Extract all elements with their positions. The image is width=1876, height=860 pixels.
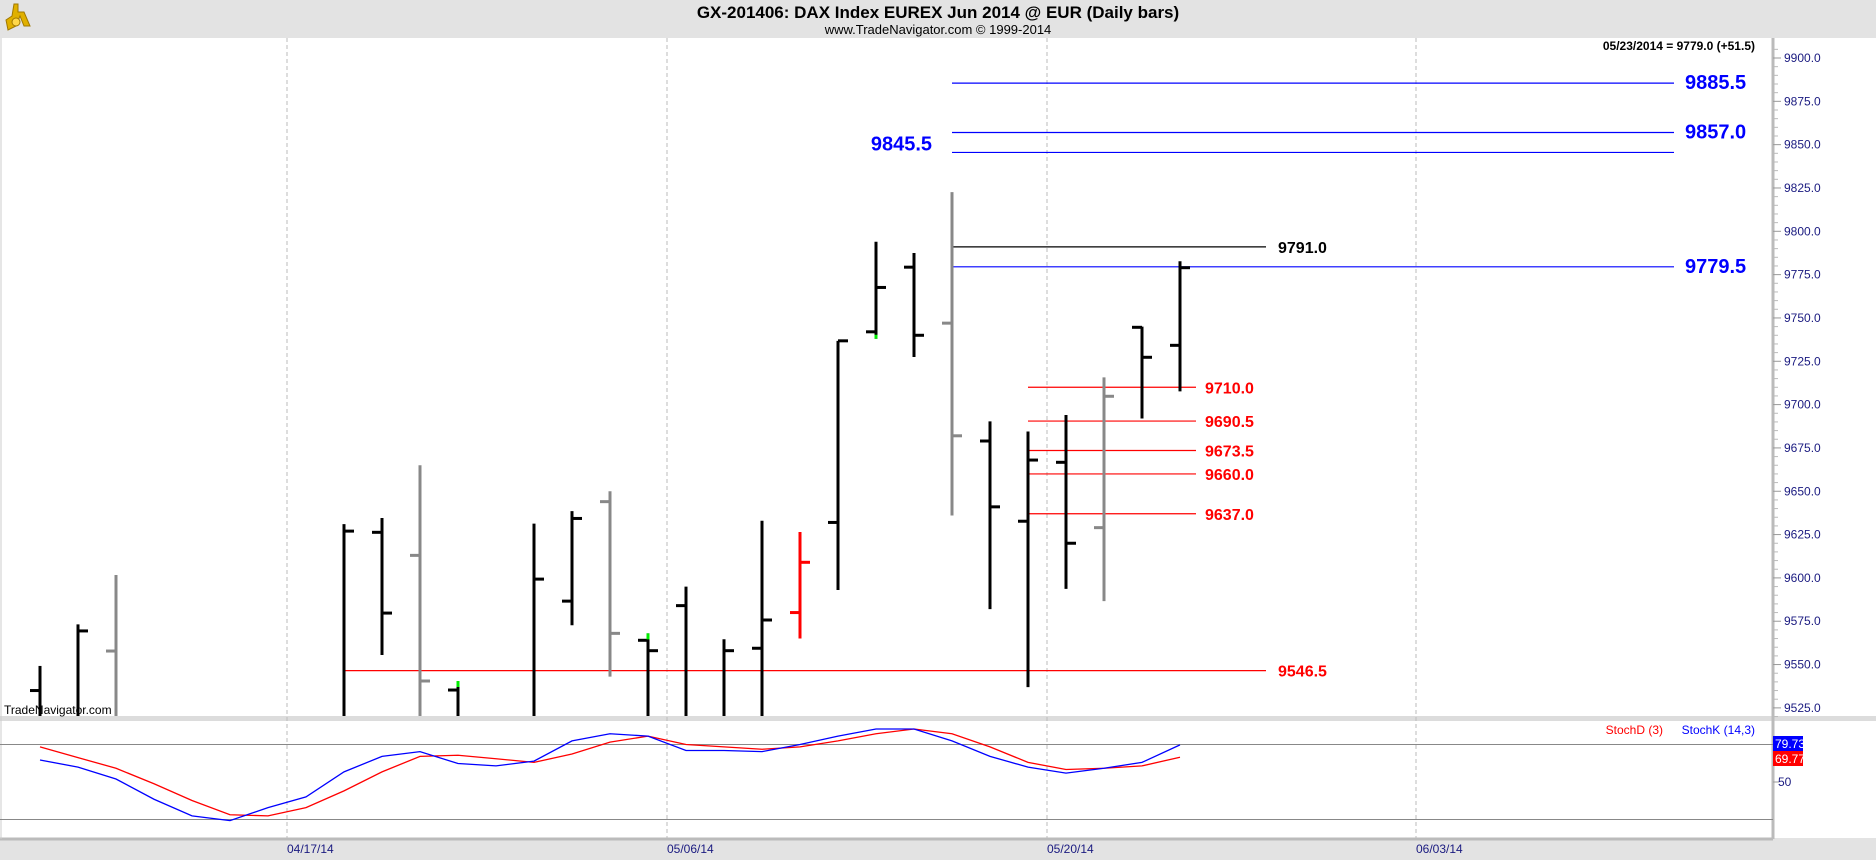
price-axis-label: 9600.0 — [1784, 571, 1821, 585]
watermark: TradeNavigator.com — [4, 703, 112, 717]
stoch-k-value-badge: 79.73 — [1775, 737, 1805, 751]
price-axis-label: 9725.0 — [1784, 354, 1821, 368]
stoch-panel — [0, 721, 1773, 838]
price-axis-label: 9575.0 — [1784, 614, 1821, 628]
price-level-label: 9845.5 — [871, 133, 932, 155]
price-axis-label: 9550.0 — [1784, 658, 1821, 672]
chart-subtitle: www.TradeNavigator.com © 1999-2014 — [824, 22, 1052, 37]
price-level-label: 9637.0 — [1205, 507, 1254, 524]
price-axis — [1773, 38, 1876, 716]
price-axis-label: 9775.0 — [1784, 268, 1821, 282]
last-value-readout: 05/23/2014 = 9779.0 (+51.5) — [1603, 39, 1755, 53]
price-level-label: 9690.5 — [1205, 414, 1254, 431]
price-axis-label: 9875.0 — [1784, 94, 1821, 108]
date-axis-label: 05/20/14 — [1047, 842, 1094, 856]
price-panel — [0, 38, 1773, 716]
stoch-d-value-badge: 69.77 — [1775, 752, 1805, 766]
price-axis-label: 9750.0 — [1784, 311, 1821, 325]
price-axis-label: 9850.0 — [1784, 138, 1821, 152]
price-level-label: 9673.5 — [1205, 444, 1254, 461]
date-axis-label: 06/03/14 — [1416, 842, 1463, 856]
date-axis-label: 04/17/14 — [287, 842, 334, 856]
price-axis-label: 9525.0 — [1784, 701, 1821, 715]
price-level-label: 9791.0 — [1278, 240, 1327, 257]
stoch-line-d — [39, 728, 1181, 817]
price-level-label: 9779.5 — [1685, 256, 1746, 278]
price-axis-label: 9625.0 — [1784, 528, 1821, 542]
price-axis-label: 9650.0 — [1784, 484, 1821, 498]
price-level-label: 9660.0 — [1205, 467, 1254, 484]
sextant-logo-icon — [5, 3, 31, 31]
stoch-axis-label-50: 50 — [1778, 775, 1792, 789]
price-level-label: 9710.0 — [1205, 380, 1254, 397]
price-level-label: 9885.5 — [1685, 72, 1746, 94]
date-axis-label: 05/06/14 — [667, 842, 714, 856]
price-level-label: 9546.5 — [1278, 664, 1327, 681]
price-axis-label: 9825.0 — [1784, 181, 1821, 195]
price-axis-label: 9675.0 — [1784, 441, 1821, 455]
price-axis-label: 9900.0 — [1784, 51, 1821, 65]
price-level-label: 9857.0 — [1685, 122, 1746, 144]
stoch-legend-d: StochD (3) — [1606, 723, 1663, 737]
stoch-legend-k: StochK (14,3) — [1682, 723, 1755, 737]
chart-title: GX-201406: DAX Index EUREX Jun 2014 @ EU… — [697, 3, 1179, 22]
price-axis-label: 9800.0 — [1784, 224, 1821, 238]
stoch-line-k — [39, 728, 1181, 822]
price-axis-label: 9700.0 — [1784, 398, 1821, 412]
